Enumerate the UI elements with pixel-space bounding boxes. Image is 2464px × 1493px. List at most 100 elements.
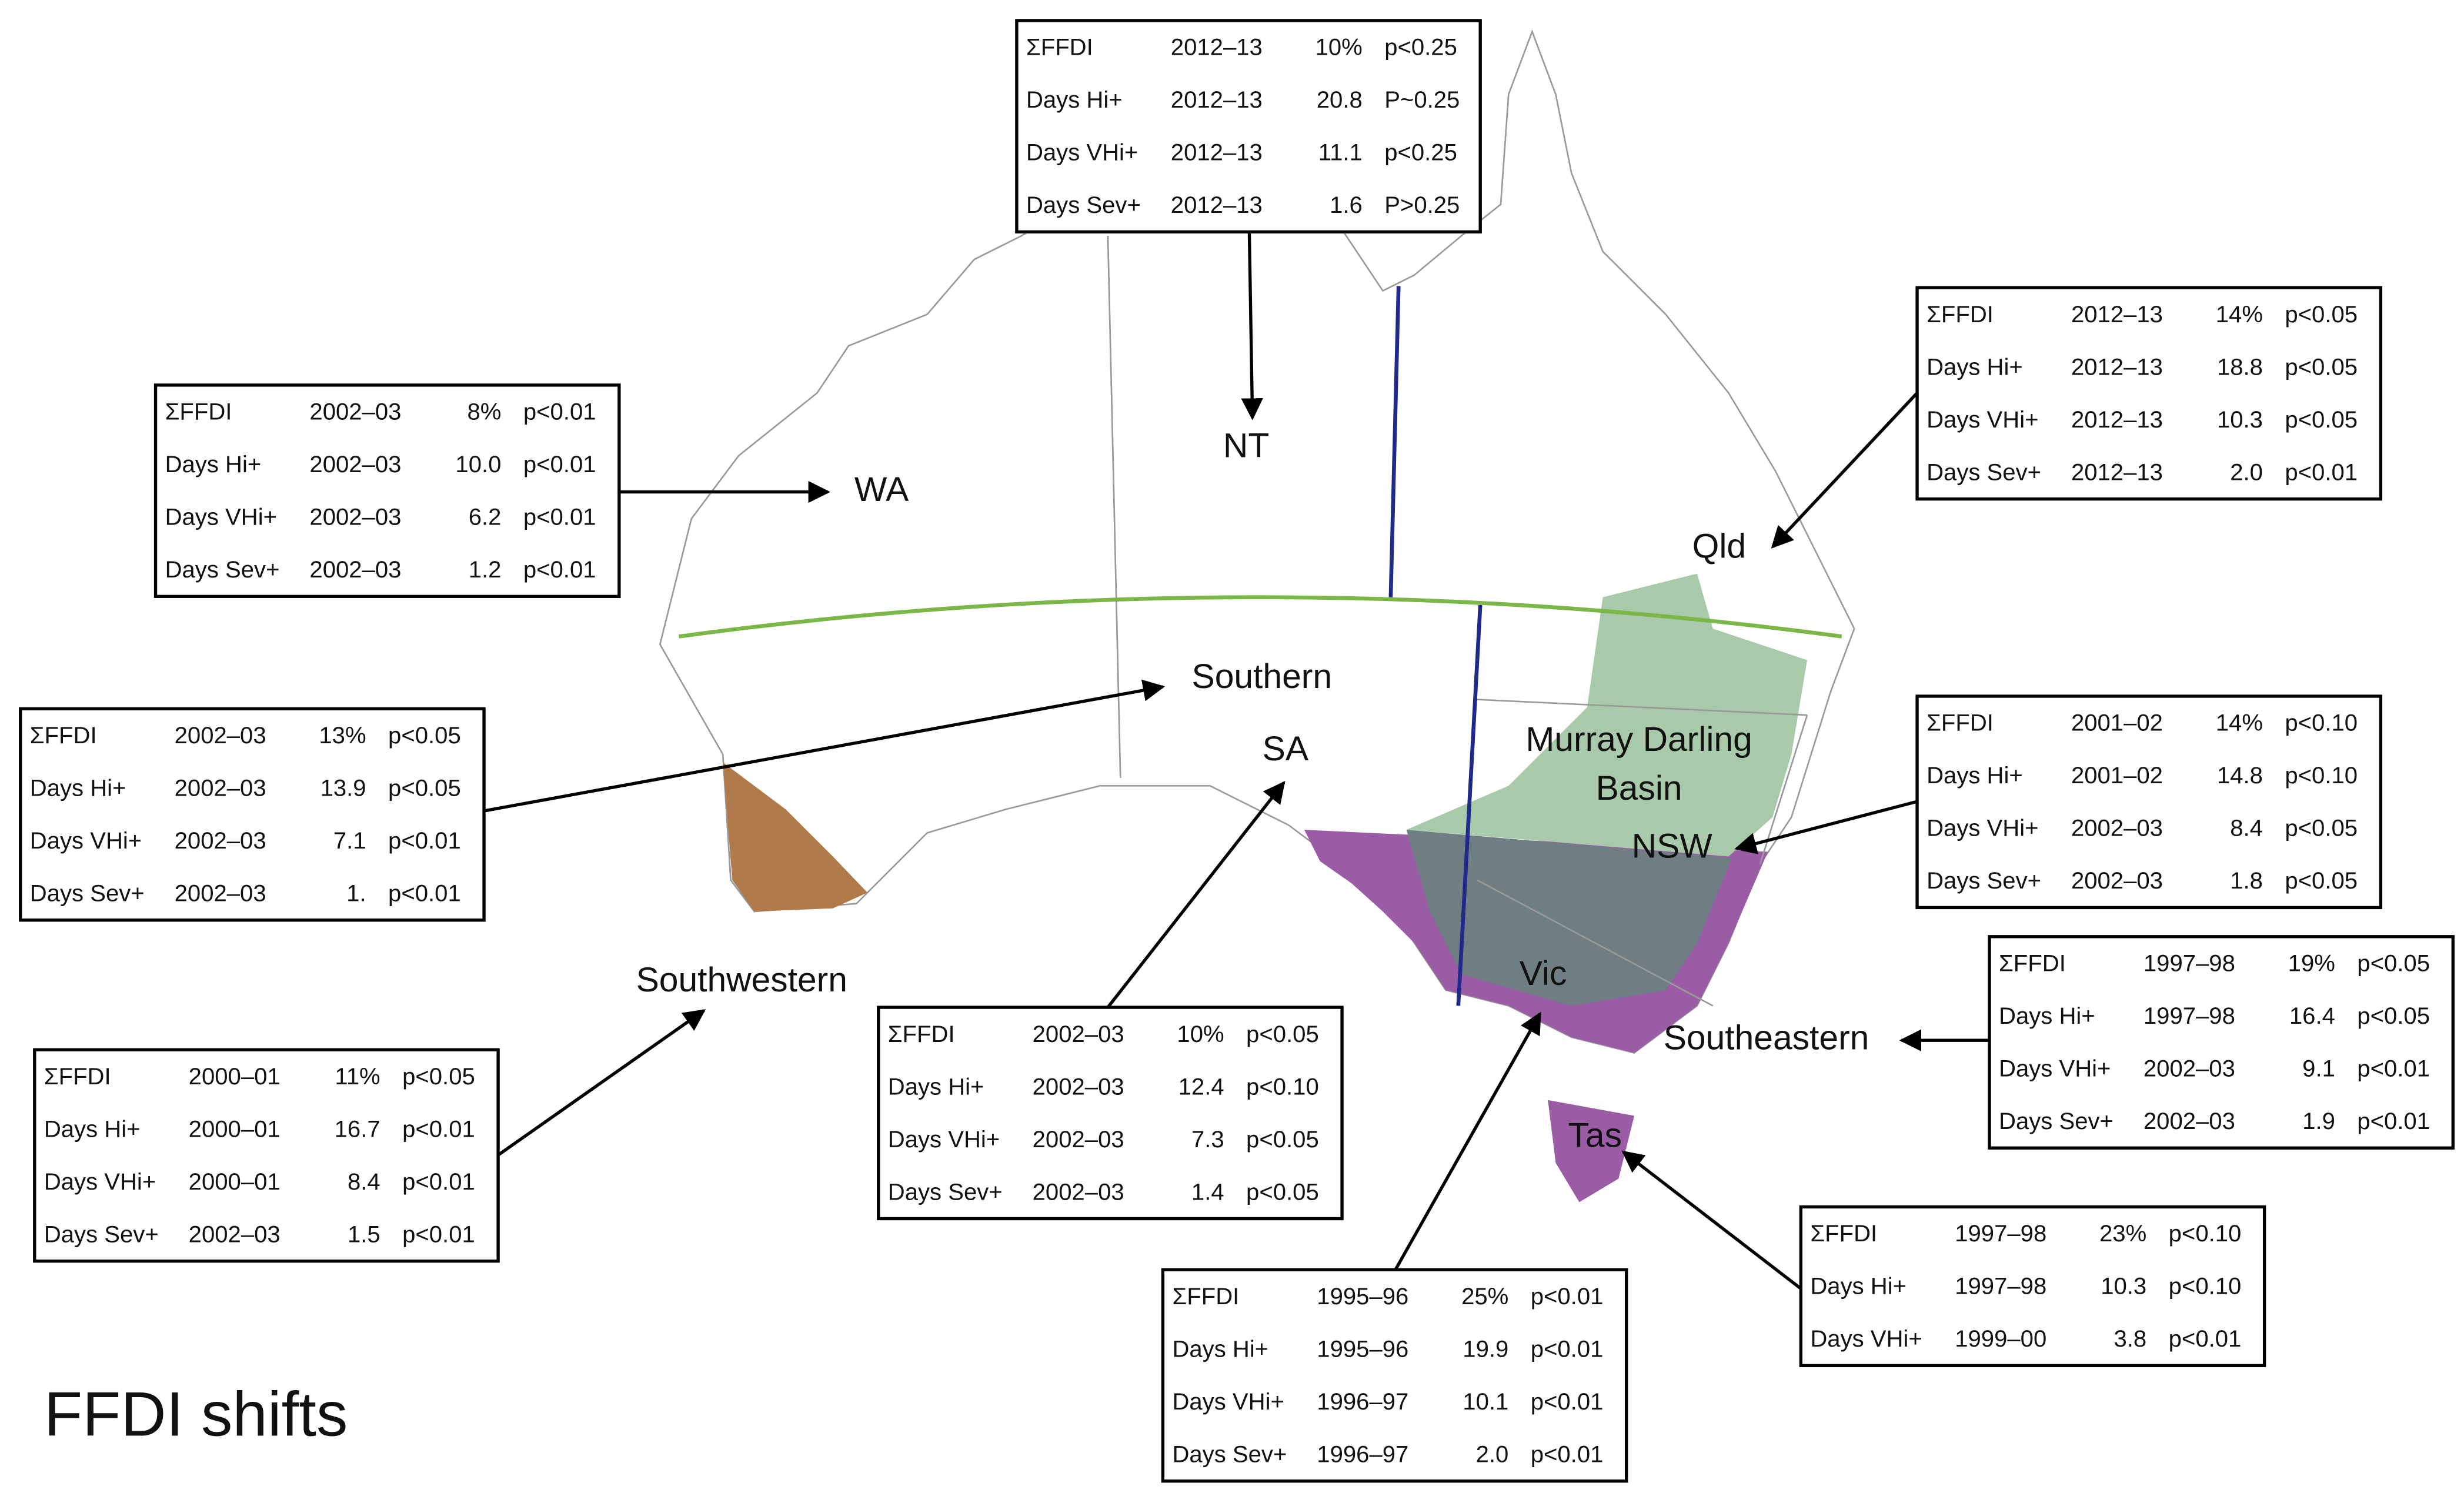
table-cell: 2002–03	[175, 881, 266, 907]
table-cell: p<0.05	[2285, 302, 2358, 328]
table-cell: p<0.10	[2285, 763, 2358, 789]
stats-table: ΣFFDI 2000–01 11% p<0.05 Days Hi+ 2000–01 16.7…	[33, 1048, 500, 1263]
table-cell: p<0.05	[2285, 407, 2358, 433]
table-cell: 20.8	[1317, 87, 1363, 113]
state-border	[1107, 236, 1808, 1007]
arrows	[483, 231, 1989, 1290]
table-cell: 2002–03	[309, 399, 401, 425]
table-cell: p<0.01	[2285, 459, 2358, 485]
figure-title: FFDI shifts	[44, 1378, 348, 1449]
table-cell: 2002–03	[2071, 816, 2163, 841]
stats-table: ΣFFDI 2002–03 8% p<0.01 Days Hi+ 2002–03 10.0 p…	[153, 383, 621, 598]
table-cell: Days Sev+	[1172, 1442, 1287, 1468]
table-border	[877, 1006, 1344, 1221]
table-cell: 2002–03	[175, 828, 266, 854]
table-cell: p<0.01	[1531, 1284, 1604, 1310]
table-cell: p<0.01	[402, 1116, 475, 1142]
table-cell: p<0.01	[523, 505, 596, 530]
table-cell: Days Hi+	[888, 1074, 984, 1100]
table-cell: 2000–01	[189, 1116, 281, 1142]
table-cell: 8%	[467, 399, 501, 425]
table-cell: 13%	[319, 723, 366, 749]
table-cell: 18.8	[2217, 354, 2263, 380]
table-cell: 10%	[1316, 35, 1363, 61]
table-cell: 1996–97	[1317, 1389, 1408, 1415]
table-cell: 14%	[2216, 302, 2263, 328]
stats-table: ΣFFDI 1995–96 25% p<0.01 Days Hi+ 1995–96 19.9…	[1161, 1268, 1628, 1483]
table-cell: p<0.01	[1531, 1337, 1604, 1362]
table-cell: P~0.25	[1384, 87, 1460, 113]
arrow	[1734, 800, 1918, 854]
southern-boundary	[678, 595, 1842, 639]
table-cell: 1999–00	[1955, 1326, 2046, 1352]
table-cell: p<0.10	[2169, 1274, 2242, 1300]
table-cell: p<0.05	[1246, 1021, 1319, 1047]
table-cell: P>0.25	[1384, 192, 1460, 218]
table-cell: 1997–98	[1955, 1274, 2046, 1300]
table-cell: p<0.01	[523, 557, 596, 583]
region-label: NT	[1223, 426, 1269, 465]
table-cell: 1.6	[1330, 192, 1363, 218]
stats-table: ΣFFDI 2002–03 13% p<0.05 Days Hi+ 2002–03 13.9…	[19, 707, 486, 922]
table-cell: Days VHi+	[1026, 140, 1138, 166]
table-cell: p<0.10	[1246, 1074, 1319, 1100]
table-border	[1988, 935, 2455, 1150]
table-cell: 10.3	[2217, 407, 2263, 433]
table-cell: p<0.01	[402, 1169, 475, 1195]
table-cell: 2002–03	[309, 505, 401, 530]
table-cell: Days VHi+	[1172, 1389, 1284, 1415]
table-cell: 2002–03	[175, 723, 266, 749]
stats-table: ΣFFDI 2001–02 14% p<0.10 Days Hi+ 2001–02 14.8…	[1915, 694, 2383, 910]
table-cell: ΣFFDI	[1999, 951, 2066, 977]
table-cell: ΣFFDI	[1927, 710, 1994, 736]
region-label: Southwestern	[636, 961, 847, 999]
table-cell: Days Sev+	[1999, 1108, 2114, 1134]
table-cell: 2012–13	[2071, 459, 2163, 485]
table-cell: ΣFFDI	[165, 399, 232, 425]
table-cell: Days Hi+	[1810, 1274, 1907, 1300]
table-cell: 2002–03	[175, 776, 266, 801]
stats-table: ΣFFDI 2012–13 10% p<0.25 Days Hi+ 2012–13 20.8…	[1015, 19, 1482, 234]
table-cell: 2.0	[1476, 1442, 1509, 1468]
table-border	[1799, 1205, 2266, 1368]
table-cell: ΣFFDI	[1810, 1221, 1877, 1247]
table-cell: p<0.01	[523, 452, 596, 477]
table-cell: 10.1	[1463, 1389, 1508, 1415]
table-cell: p<0.01	[2357, 1056, 2430, 1082]
table-cell: 19%	[2288, 951, 2335, 977]
table-cell: 2001–02	[2071, 763, 2163, 789]
table-cell: 2012–13	[2071, 407, 2163, 433]
region-label: Southern	[1192, 657, 1333, 696]
table-cell: p<0.01	[402, 1221, 475, 1247]
table-cell: 7.3	[1191, 1127, 1224, 1153]
table-cell: 8.4	[348, 1169, 380, 1195]
table-cell: 10.3	[2101, 1274, 2146, 1300]
arrow	[1771, 392, 1919, 549]
table-cell: Days Hi+	[1172, 1337, 1268, 1362]
table-border	[33, 1048, 500, 1263]
table-cell: Days VHi+	[1927, 407, 2038, 433]
table-cell: p<0.05	[388, 723, 461, 749]
table-cell: 2012–13	[1171, 192, 1263, 218]
table-cell: 2001–02	[2071, 710, 2163, 736]
table-cell: Days Sev+	[165, 557, 280, 583]
table-cell: 2002–03	[309, 557, 401, 583]
table-border	[1915, 694, 2383, 910]
table-cell: p<0.05	[2285, 868, 2358, 894]
table-cell: p<0.05	[2357, 951, 2430, 977]
table-cell: p<0.05	[402, 1064, 475, 1090]
table-cell: p<0.01	[388, 881, 461, 907]
table-cell: 1.5	[348, 1221, 380, 1247]
table-cell: ΣFFDI	[888, 1021, 955, 1047]
table-cell: 2012–13	[1171, 35, 1263, 61]
table-cell: ΣFFDI	[44, 1064, 111, 1090]
table-cell: 2002–03	[189, 1221, 281, 1247]
table-cell: ΣFFDI	[30, 723, 97, 749]
table-cell: 2012–13	[2071, 302, 2163, 328]
stats-table: ΣFFDI 2002–03 10% p<0.05 Days Hi+ 2002–03 12.4…	[877, 1006, 1344, 1221]
arrow	[1621, 1150, 1802, 1290]
region-label: Southeastern	[1664, 1019, 1869, 1057]
table-cell: p<0.01	[1531, 1389, 1604, 1415]
table-cell: 8.4	[2230, 816, 2263, 841]
